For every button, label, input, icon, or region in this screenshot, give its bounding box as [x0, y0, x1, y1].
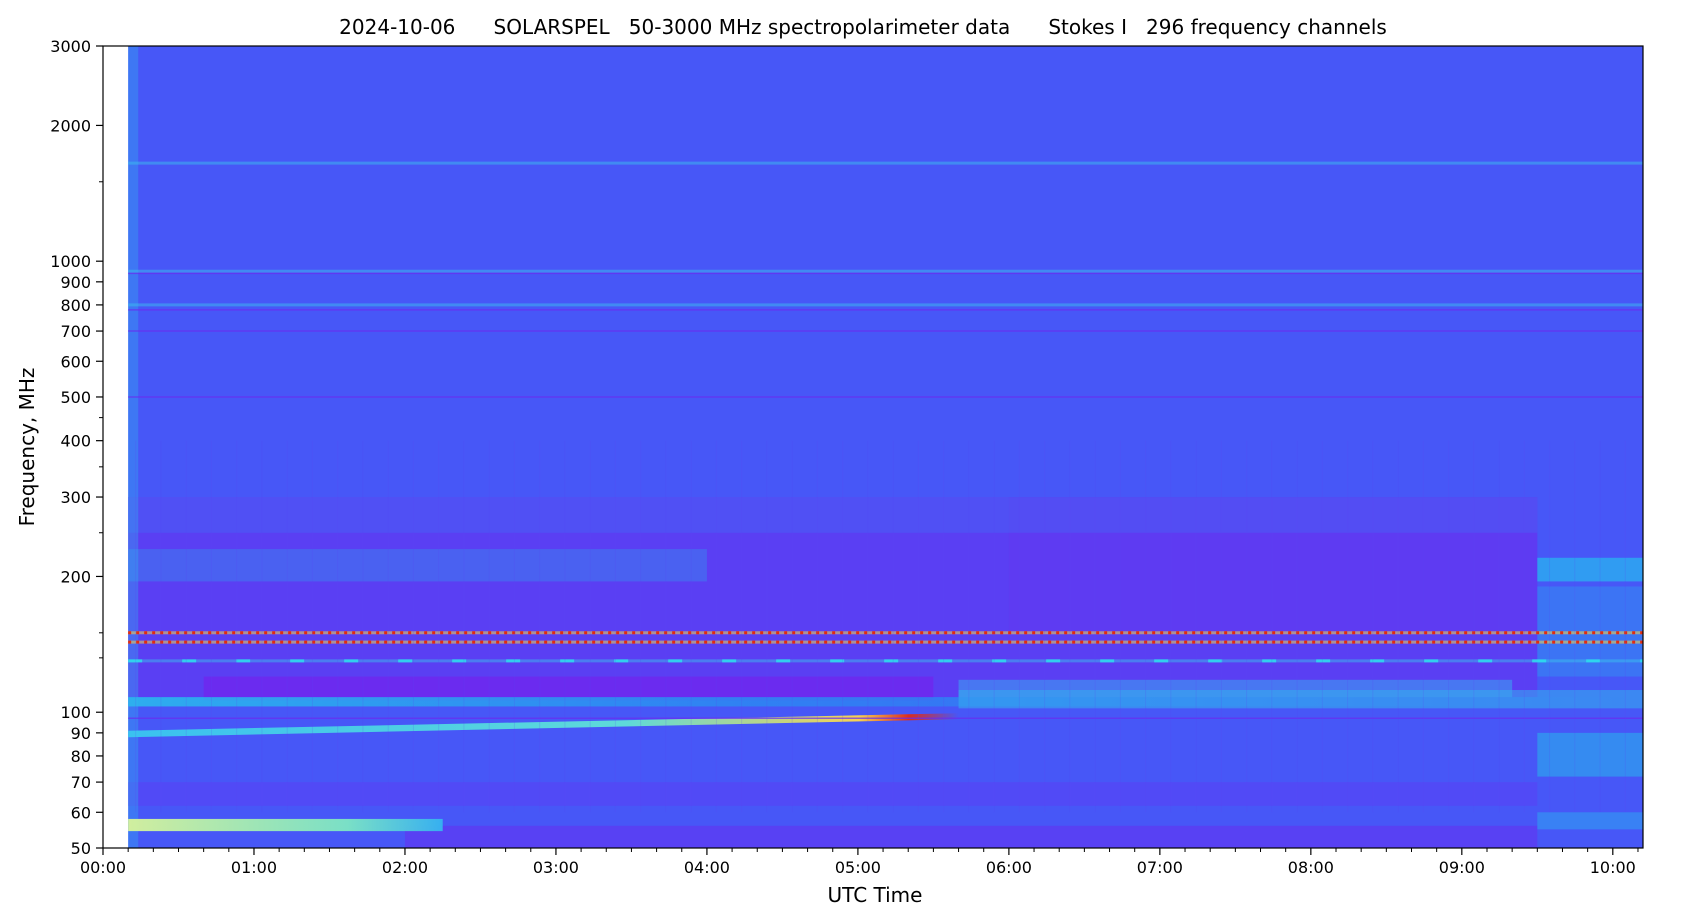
x-tick-label: 07:00 — [1137, 858, 1183, 877]
y-tick-label: 100 — [60, 703, 91, 722]
low-intensity-zone — [128, 782, 1538, 806]
x-tick-label: 03:00 — [533, 858, 579, 877]
y-tick-label: 800 — [60, 296, 91, 315]
cyan-band — [128, 497, 1538, 533]
cyan-band — [128, 549, 707, 582]
y-tick-label: 900 — [60, 273, 91, 292]
low-intensity-zone — [1008, 497, 1538, 633]
y-tick-label: 3000 — [50, 37, 91, 56]
y-tick-label: 200 — [60, 567, 91, 586]
y-tick-label: 1000 — [50, 252, 91, 271]
y-tick-label: 60 — [71, 803, 91, 822]
spectrogram-background — [128, 46, 1643, 848]
low-intensity-zone — [128, 497, 1538, 698]
y-tick-label: 90 — [71, 724, 91, 743]
x-tick-label: 05:00 — [835, 858, 881, 877]
cyan-band — [1537, 732, 1643, 777]
cyan-band — [128, 697, 1643, 707]
x-tick-label: 00:00 — [80, 858, 126, 877]
y-tick-label: 600 — [60, 352, 91, 371]
x-tick-label: 06:00 — [986, 858, 1032, 877]
cyan-band — [958, 690, 1643, 709]
x-tick-label: 02:00 — [382, 858, 428, 877]
y-tick-label: 300 — [60, 488, 91, 507]
cyan-band — [128, 46, 139, 848]
y-axis-label: Frequency, MHz — [15, 368, 39, 527]
x-tick-label: 04:00 — [684, 858, 730, 877]
plot-frame — [102, 45, 1644, 849]
low-frequency-bright-band — [128, 818, 443, 832]
y-tick-label: 70 — [71, 773, 91, 792]
low-intensity-zone — [404, 825, 1538, 848]
fm-band-streak — [128, 713, 959, 738]
x-tick-label: 01:00 — [231, 858, 277, 877]
y-tick-label: 80 — [71, 747, 91, 766]
x-axis: 00:00 01:00 02:00 03:00 04:00 05:00 06:00 07:00… — [80, 848, 1639, 877]
cyan-band — [1537, 812, 1643, 830]
cyan-band — [1537, 557, 1643, 582]
x-axis-label: UTC Time — [828, 883, 923, 906]
x-tick-label: 08:00 — [1288, 858, 1334, 877]
chart-title: 2024-10-06 SOLARSPEL 50-3000 MHz spectro… — [339, 15, 1387, 39]
y-axis: 50 60 70 80 90 100 200 300 400 500 600 700 800 900 100… — [50, 37, 103, 858]
plot-area — [128, 46, 1643, 848]
y-tick-label: 50 — [71, 839, 91, 858]
y-tick-label: 700 — [60, 322, 91, 341]
y-tick-label: 500 — [60, 388, 91, 407]
y-tick-label: 2000 — [50, 116, 91, 135]
low-intensity-zone — [203, 676, 934, 701]
y-tick-label: 400 — [60, 432, 91, 451]
x-tick-label: 09:00 — [1439, 858, 1485, 877]
x-tick-label: 10:00 — [1590, 858, 1636, 877]
